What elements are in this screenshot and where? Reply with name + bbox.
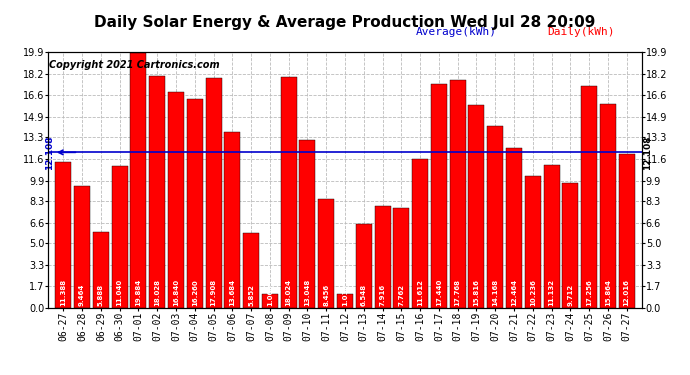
Text: 1.060: 1.060 [267,284,273,306]
Bar [393,208,409,308]
Text: 17.768: 17.768 [455,279,461,306]
Text: 9.712: 9.712 [567,284,573,306]
Bar [337,294,353,307]
Text: 19.884: 19.884 [135,278,141,306]
Text: 1.016: 1.016 [342,284,348,306]
Bar [469,105,484,308]
Text: 13.048: 13.048 [304,278,310,306]
Bar [562,183,578,308]
Text: 12.464: 12.464 [511,279,517,306]
Bar [600,104,616,308]
Text: Copyright 2021 Cartronics.com: Copyright 2021 Cartronics.com [50,60,220,70]
Text: 12.108: 12.108 [643,135,652,170]
Bar [93,232,109,308]
Bar [112,166,128,308]
Bar [262,294,278,307]
Bar [299,140,315,308]
Text: 17.440: 17.440 [436,278,442,306]
Text: 15.816: 15.816 [473,279,480,306]
Text: Average(kWh): Average(kWh) [416,27,497,37]
Text: 17.256: 17.256 [586,279,592,306]
Text: 12.016: 12.016 [624,279,630,306]
Text: 15.864: 15.864 [605,279,611,306]
Text: Daily Solar Energy & Average Production Wed Jul 28 20:09: Daily Solar Energy & Average Production … [95,15,595,30]
Text: 5.852: 5.852 [248,284,254,306]
Text: 18.024: 18.024 [286,279,292,306]
Text: 8.456: 8.456 [323,284,329,306]
Bar [431,84,447,308]
Bar [525,176,541,308]
Text: 13.684: 13.684 [229,279,235,306]
Text: 5.888: 5.888 [98,284,104,306]
Text: 16.840: 16.840 [173,279,179,306]
Bar [318,199,334,308]
Bar [412,159,428,308]
Bar [281,76,297,308]
Bar [187,99,203,308]
Bar [544,165,560,308]
Bar [224,132,240,308]
Text: 18.028: 18.028 [155,279,160,306]
Bar [375,206,391,308]
Bar [74,186,90,308]
Bar [356,224,372,308]
Text: 6.548: 6.548 [361,284,367,306]
Bar [168,92,184,308]
Text: 17.908: 17.908 [210,279,217,306]
Text: 16.260: 16.260 [192,279,198,306]
Text: 11.040: 11.040 [117,278,123,306]
Bar [487,126,503,308]
Text: 7.916: 7.916 [380,284,386,306]
Bar [130,53,146,307]
Text: 11.388: 11.388 [60,279,66,306]
Bar [506,148,522,308]
Bar [581,86,597,308]
Text: 11.612: 11.612 [417,279,423,306]
Text: Daily(kWh): Daily(kWh) [546,27,614,37]
Text: 9.464: 9.464 [79,283,85,306]
Text: 12.108: 12.108 [45,135,54,170]
Bar [243,232,259,308]
Text: 10.236: 10.236 [530,279,535,306]
Bar [55,162,71,308]
Bar [450,80,466,308]
Text: 7.762: 7.762 [398,284,404,306]
Text: 11.132: 11.132 [549,279,555,306]
Bar [619,153,635,308]
Text: 14.168: 14.168 [492,279,498,306]
Bar [149,76,165,308]
Bar [206,78,221,308]
